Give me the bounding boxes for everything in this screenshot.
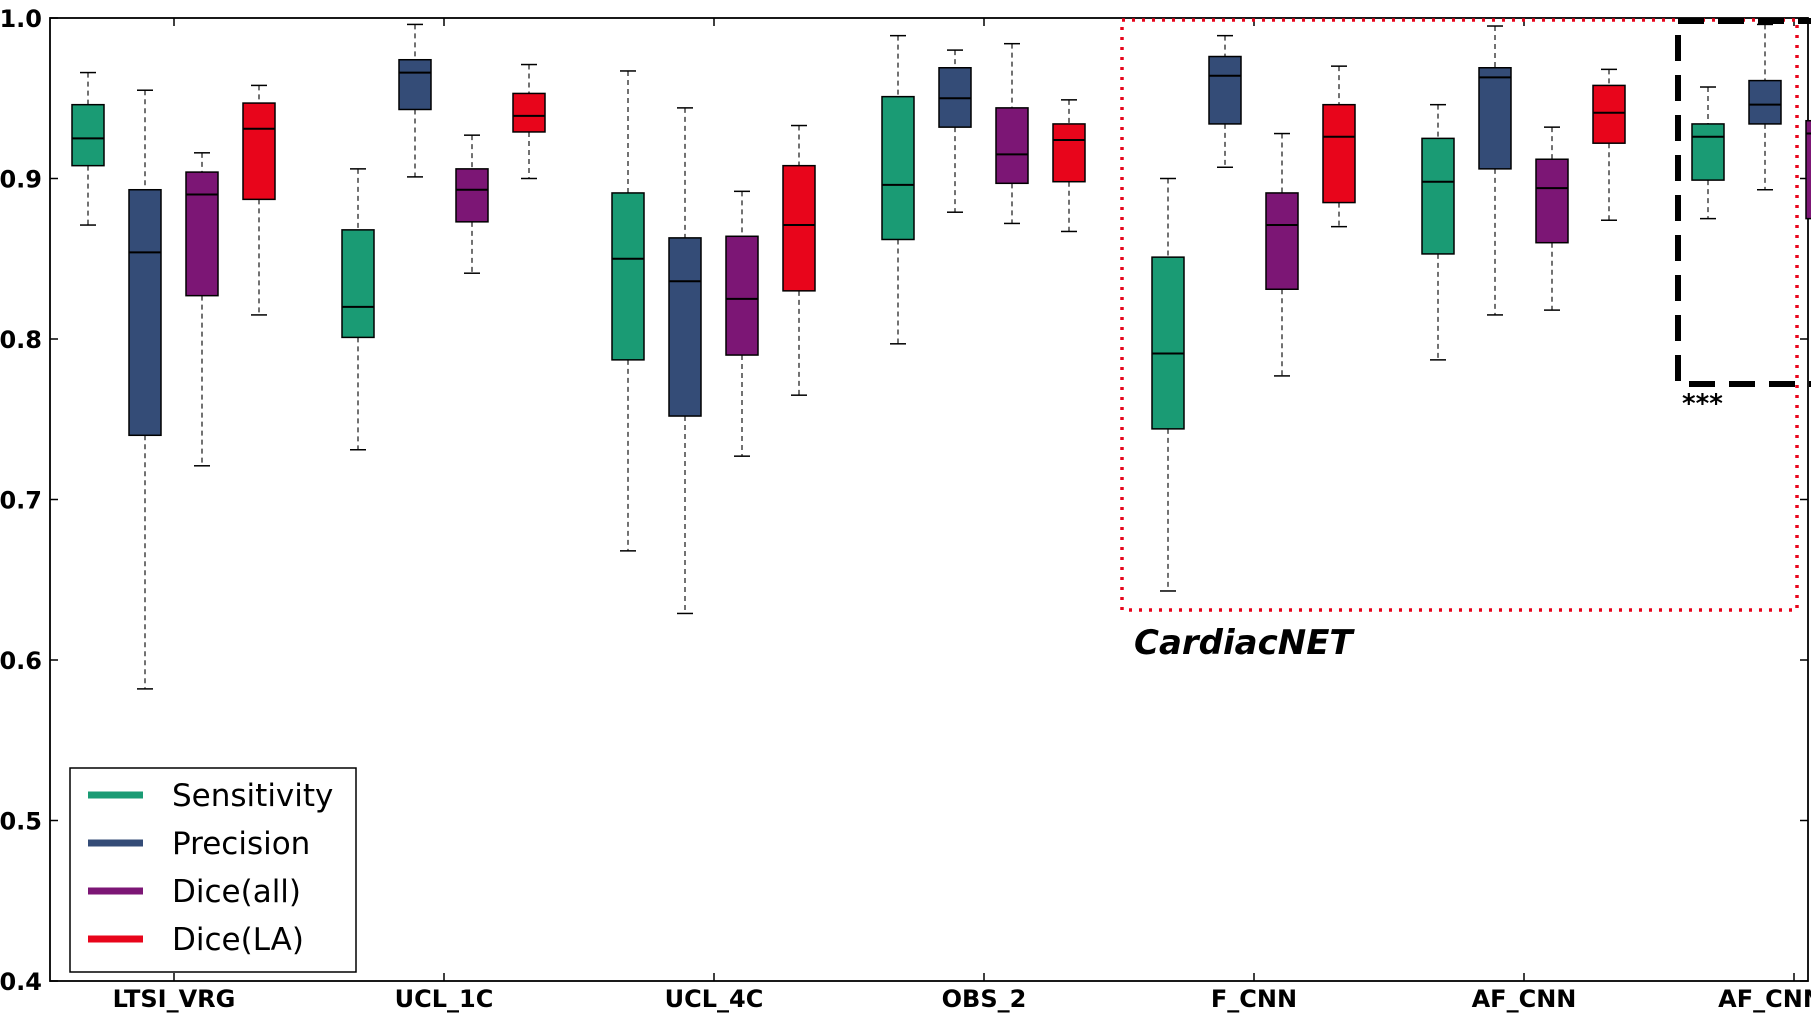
legend-label: Dice(all)	[172, 874, 301, 910]
box	[455, 168, 489, 223]
legend-label: Sensitivity	[172, 778, 333, 814]
y-tick-label: 0.7	[0, 487, 42, 515]
x-tick-label: UCL_4C	[665, 985, 764, 1013]
legend-label: Precision	[172, 826, 310, 862]
x-tick-label: AF_CNN	[1472, 985, 1577, 1013]
x-axis: LTSI_VRG UCL_1C UCL_4C OBS_2 F_CNN AF_CNN AF_C…	[113, 18, 1811, 1013]
legend-label: Dice(LA)	[172, 922, 304, 958]
y-tick-label: 0.6	[0, 647, 42, 675]
box	[881, 95, 915, 241]
y-tick-label: 0.4	[0, 968, 42, 996]
box	[398, 58, 432, 111]
box	[1151, 256, 1185, 430]
box	[1691, 123, 1725, 181]
cardiacnet-group-label: CardiacNET	[1134, 623, 1355, 663]
box	[1421, 137, 1455, 255]
box	[1322, 103, 1356, 204]
box	[341, 229, 375, 339]
x-tick-label: UCL_1C	[395, 985, 494, 1013]
box	[128, 188, 162, 437]
x-tick-label: OBS_2	[942, 985, 1027, 1013]
y-tick-label: 0.5	[0, 808, 42, 836]
box	[1805, 119, 1811, 220]
box	[242, 102, 276, 201]
box-series-group	[71, 23, 1811, 690]
box	[725, 235, 759, 356]
box	[611, 192, 645, 361]
box	[71, 103, 105, 167]
box	[995, 107, 1029, 185]
box	[1052, 123, 1086, 183]
y-tick-label: 0.8	[0, 326, 42, 354]
x-tick-label: LTSI_VRG	[113, 985, 236, 1013]
significance-stars-label: ***	[1682, 389, 1723, 419]
box	[185, 171, 219, 297]
y-tick-label: 0.9	[0, 166, 42, 194]
box	[512, 92, 546, 133]
box	[1265, 192, 1299, 290]
box	[1592, 84, 1626, 144]
y-tick-label: 1.0	[0, 5, 42, 33]
box	[1478, 67, 1512, 170]
cardiacnet-group-outline	[1120, 18, 1799, 612]
series-precision	[128, 23, 1782, 690]
y-axis: 0.4 0.5 0.6 0.7 0.8 0.9 1.0	[0, 5, 1808, 996]
highlight-box-outline	[1675, 18, 1811, 387]
x-tick-label: F_CNN	[1211, 985, 1297, 1013]
series-sensitivity	[71, 34, 1725, 592]
series-dice-la-	[242, 63, 1626, 396]
box	[668, 237, 702, 417]
box	[782, 164, 816, 292]
box	[1208, 55, 1242, 125]
box	[1535, 158, 1569, 244]
chart-legend: Sensitivity Precision Dice(all) Dice(LA)	[69, 767, 357, 973]
series-dice-all-	[185, 42, 1811, 467]
box	[1748, 79, 1782, 125]
x-tick-label: AF_CNN_SP	[1718, 985, 1811, 1013]
